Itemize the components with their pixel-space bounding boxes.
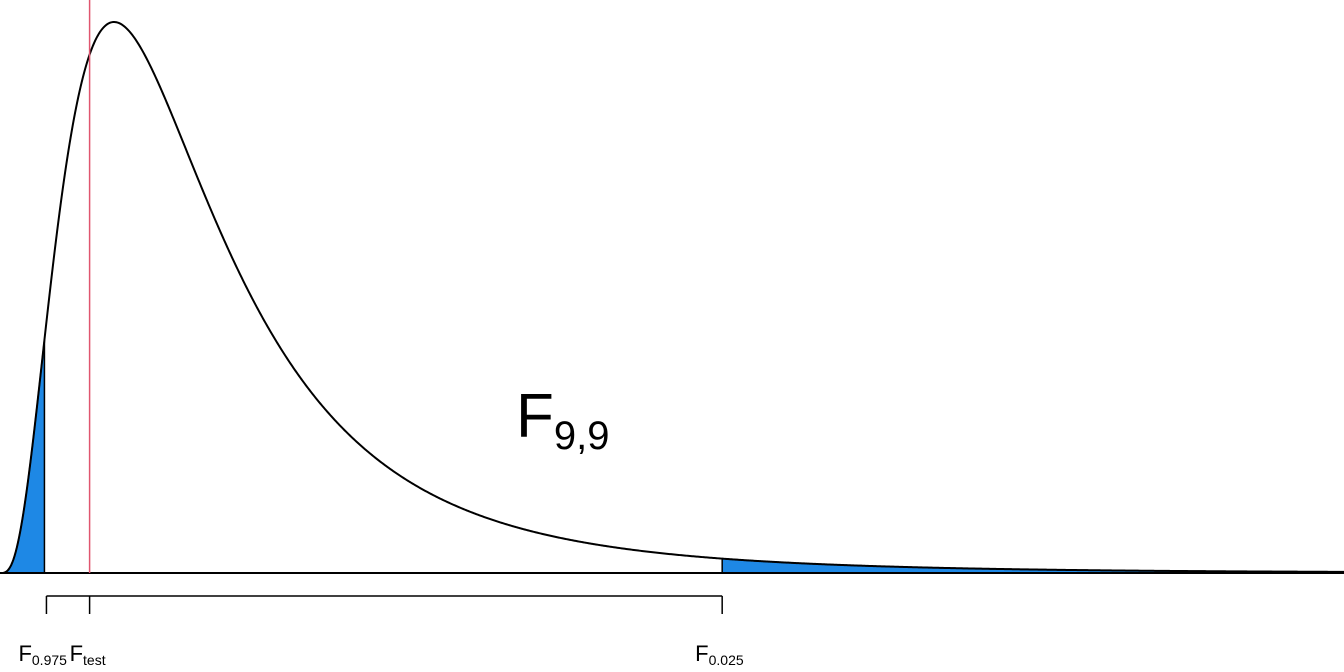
test-statistic-label: Ftest [70,641,106,668]
distribution-label: F9,9 [516,382,609,458]
lower-critical-main: F [18,641,31,666]
upper-critical-label: F0.025 [695,641,744,668]
interval-bracket [45,595,723,614]
distribution-df: 9,9 [554,414,610,458]
lower-critical-label: F0.975 [18,641,67,668]
test-statistic-main: F [70,641,83,666]
upper-critical-sub: 0.025 [709,652,744,668]
density-curve [0,20,1344,574]
distribution-name: F [516,382,554,451]
lower-critical-sub: 0.975 [32,652,67,668]
test-statistic-sub: test [83,652,106,668]
upper-critical-main: F [695,641,708,666]
lower-tail-area [0,339,46,574]
